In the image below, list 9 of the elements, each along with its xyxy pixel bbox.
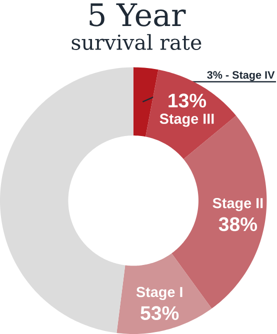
chart-subtitle: survival rate: [72, 34, 202, 50]
text: 38%: [219, 217, 258, 232]
text: 53%: [140, 306, 179, 320]
chart-title: 5 Year: [90, 3, 186, 26]
slice-label: Stage I: [136, 286, 182, 300]
slice-label: Stage II: [212, 198, 263, 212]
text: 3% - Stage IV: [207, 71, 275, 81]
text: 13%: [168, 94, 206, 108]
slice-label: Stage III: [160, 114, 214, 127]
